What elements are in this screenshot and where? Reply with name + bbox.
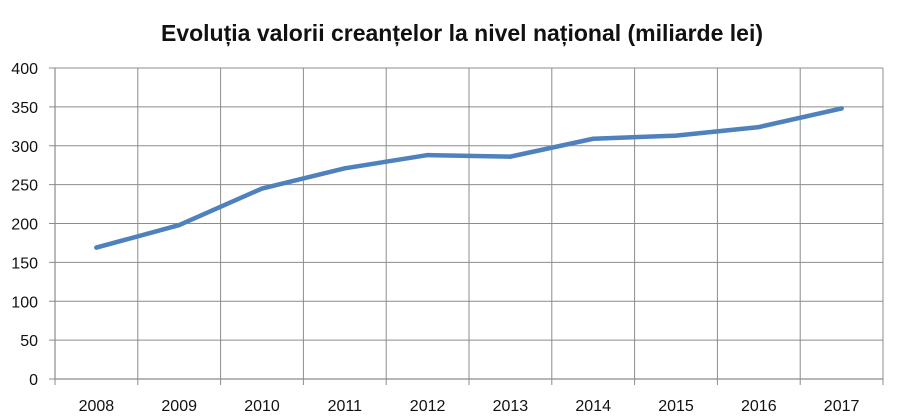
data-point-2014 xyxy=(591,136,596,141)
data-point-2011 xyxy=(342,166,347,171)
y-tick-label: 400 xyxy=(11,61,38,78)
x-tick-label-2011: 2011 xyxy=(328,398,363,415)
y-tick-label: 350 xyxy=(11,100,38,117)
grid-lines xyxy=(54,67,884,380)
x-axis-ticks: 2008 2009 2010 2011 2012 2013 2014 2015 2016 2017 xyxy=(54,379,884,415)
series-line-0 xyxy=(94,106,844,250)
chart-title: Evoluția valorii creanțelor la nivel naț… xyxy=(161,20,763,47)
y-tick-label: 250 xyxy=(11,178,38,195)
y-tick-label: 200 xyxy=(11,217,38,234)
x-tick-label-2016: 2016 xyxy=(741,398,777,415)
data-point-2015 xyxy=(673,133,679,138)
x-tick-label-2008: 2008 xyxy=(79,398,115,415)
x-tick-label-2009: 2009 xyxy=(161,398,197,415)
y-tick-label: 0 xyxy=(29,372,38,389)
x-tick-label-2017: 2017 xyxy=(824,398,860,415)
data-point-2010 xyxy=(259,186,265,191)
x-tick-label-2015: 2015 xyxy=(658,398,694,415)
x-tick-label-2010: 2010 xyxy=(244,398,280,415)
x-tick-label-2013: 2013 xyxy=(493,398,529,415)
data-point-2009 xyxy=(177,222,182,228)
y-tick-label: 100 xyxy=(11,294,38,311)
data-point-2012 xyxy=(425,152,430,158)
x-tick-label-2012: 2012 xyxy=(410,398,446,415)
y-axis-ticks: 0 50 100 150 200 250 300 350 400 xyxy=(11,61,55,389)
data-point-2016 xyxy=(756,124,761,130)
series-layer xyxy=(94,106,844,250)
data-point-2008 xyxy=(94,245,99,250)
x-tick-label-2014: 2014 xyxy=(575,398,611,415)
y-tick-label: 50 xyxy=(20,333,38,350)
y-tick-label: 300 xyxy=(11,139,38,156)
data-point-2017 xyxy=(839,106,844,111)
data-point-2013 xyxy=(508,154,513,159)
y-tick-label: 150 xyxy=(11,255,38,272)
